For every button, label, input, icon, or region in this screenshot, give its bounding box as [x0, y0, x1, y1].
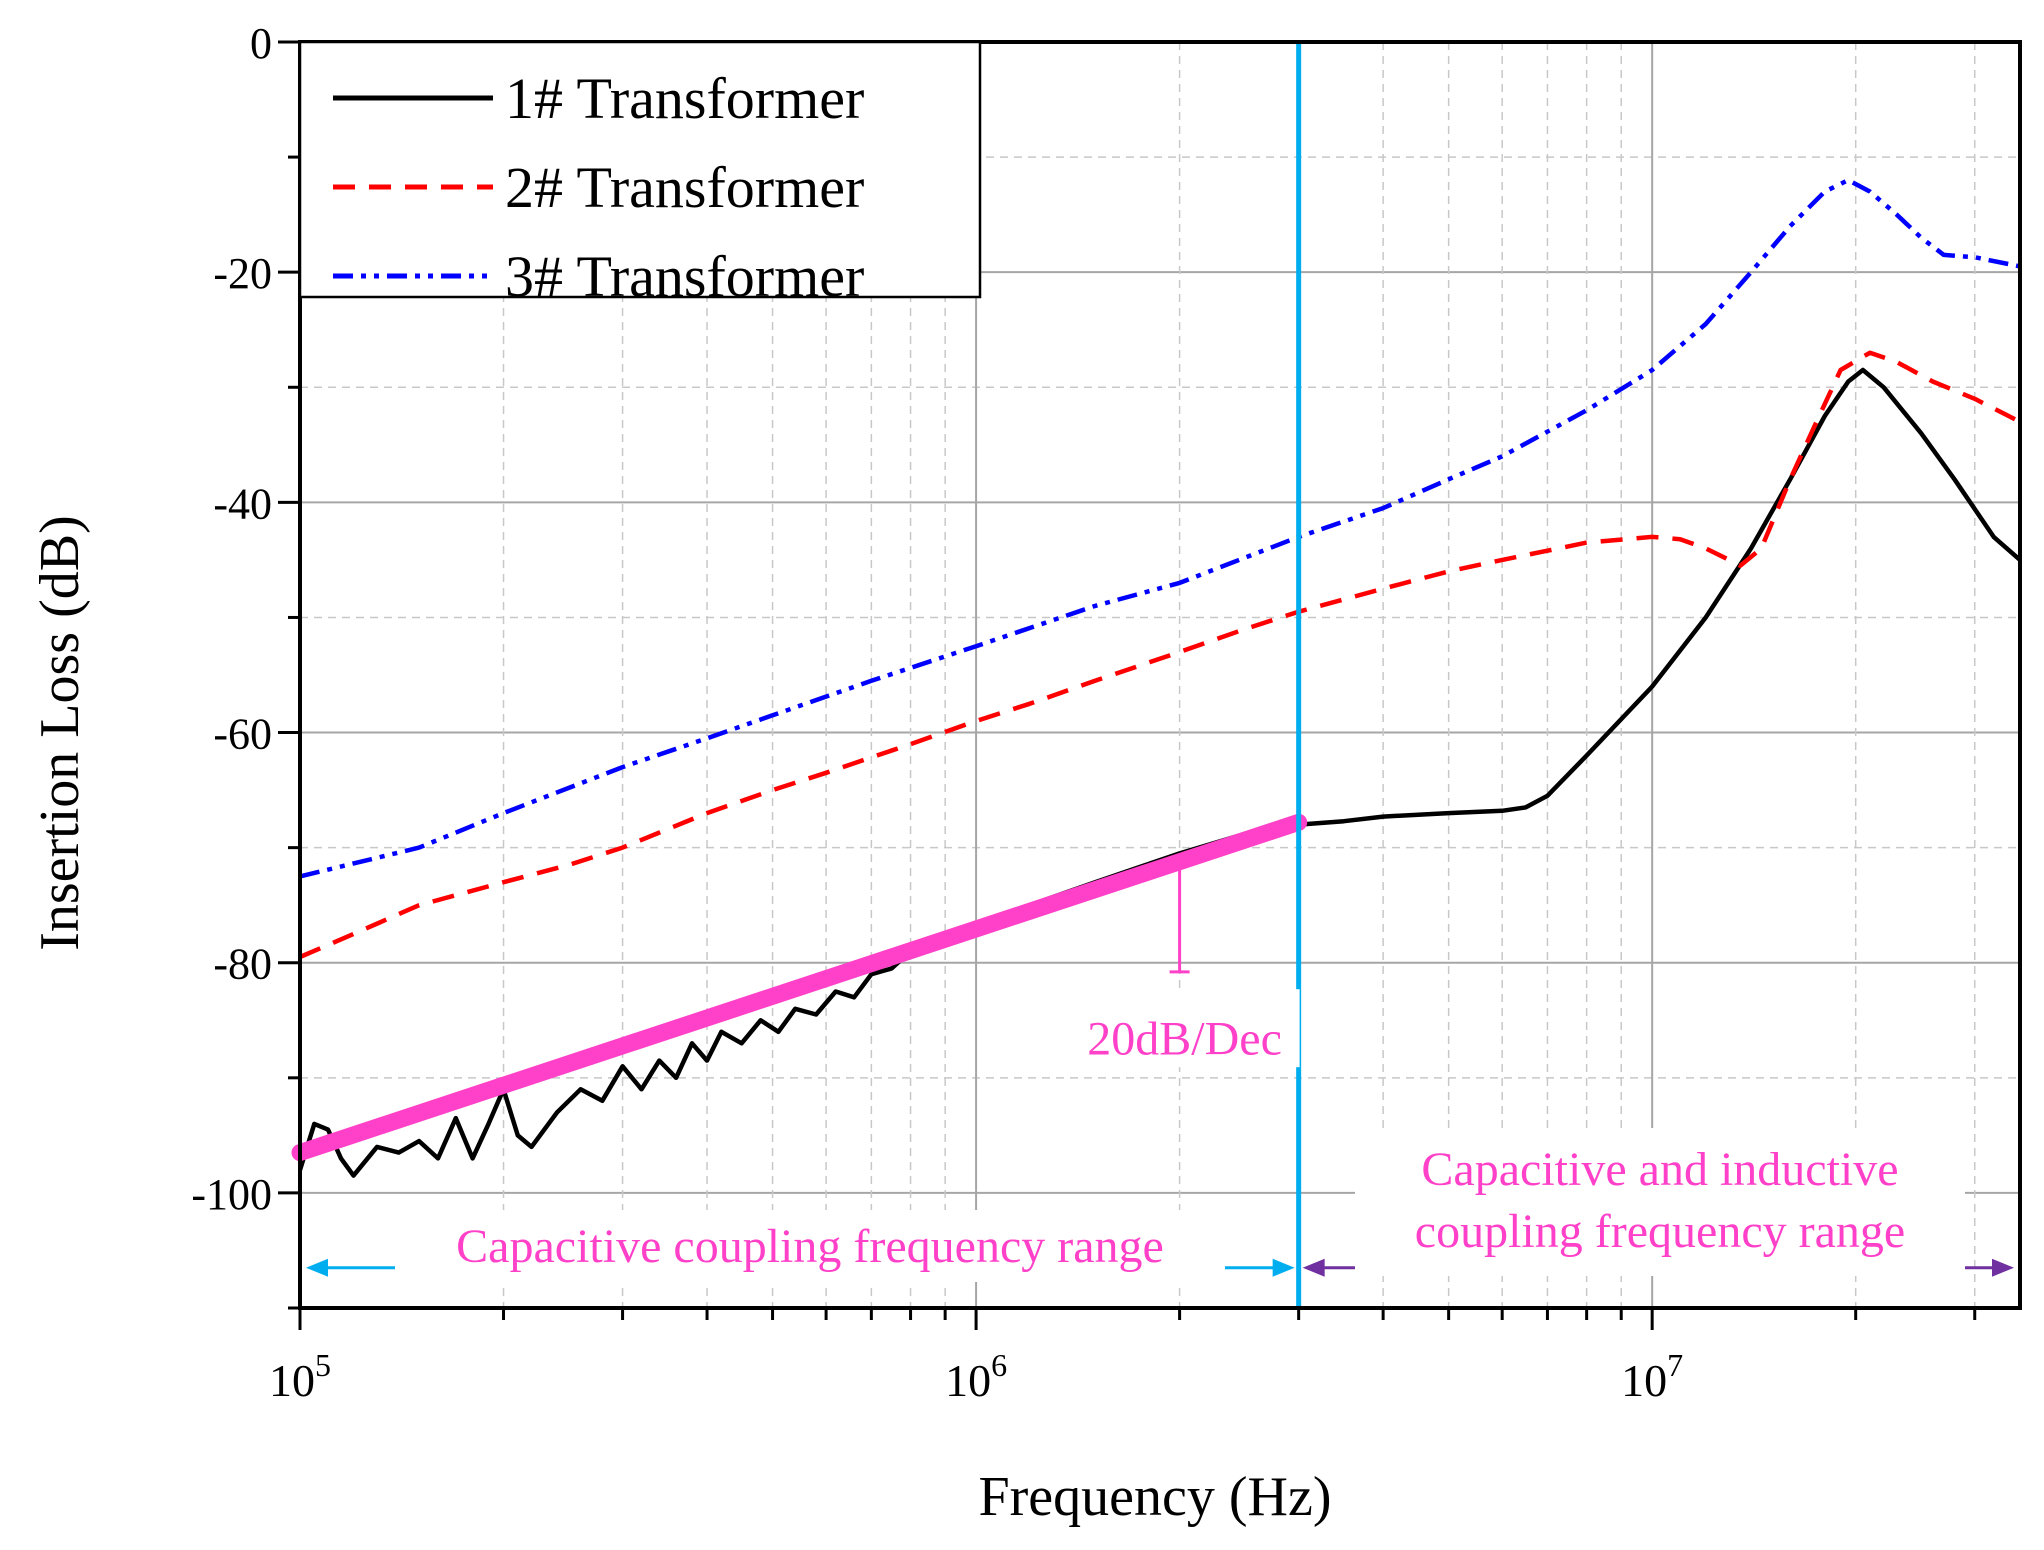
region1-arrow-head-left [306, 1258, 328, 1277]
legend-label-1: 1# Transformer [505, 66, 864, 131]
annotation-layer: 20dB/Dec Capacitive coupling frequency ra… [306, 42, 2014, 1308]
region2-arrow-head-right [1992, 1258, 2014, 1277]
legend-box [298, 40, 982, 299]
y-tick-label: 0 [250, 19, 272, 68]
legend-label-3: 3# Transformer [505, 244, 864, 309]
region2-arrow-head-left [1302, 1258, 1325, 1277]
region1-label-background [395, 1210, 1225, 1282]
series-line-1 [297, 367, 2022, 1178]
region2-label-line2: coupling frequency range [1415, 1205, 1905, 1258]
region1-label: Capacitive coupling frequency range [456, 1220, 1164, 1273]
slope-label-background [1069, 989, 1300, 1068]
x-tick-label: 106 [945, 1347, 1007, 1406]
legend: 1# Transformer 2# Transformer 3# Transform… [298, 40, 982, 309]
slope-label: 20dB/Dec [1087, 1013, 1282, 1066]
legend-label-2: 2# Transformer [505, 155, 864, 220]
plot-frame [298, 40, 2022, 1310]
series-line-3 [299, 177, 2021, 879]
y-tick-label: -20 [213, 249, 272, 298]
y-tick-label: -60 [213, 710, 272, 759]
y-axis-label: Insertion Loss (dB) [29, 515, 91, 951]
y-tick-label: -40 [213, 479, 272, 528]
series-layer [291, 177, 2022, 1178]
region1-arrow-head-right [1272, 1258, 1295, 1277]
axis-ticks: 0 -20 -40 -60 -80 -100 105 106 107 [191, 19, 1977, 1406]
series-line-2 [299, 350, 2022, 960]
y-tick-label: -80 [213, 940, 272, 989]
x-axis-label: Frequency (Hz) [979, 1466, 1332, 1528]
region2-label-background [1355, 1128, 1965, 1276]
series-line-4 [291, 813, 1308, 1162]
x-tick-label: 105 [269, 1347, 331, 1406]
x-tick-label: 107 [1621, 1347, 1683, 1406]
region2-label-line1: Capacitive and inductive [1421, 1143, 1898, 1196]
y-tick-label: -100 [191, 1170, 272, 1219]
